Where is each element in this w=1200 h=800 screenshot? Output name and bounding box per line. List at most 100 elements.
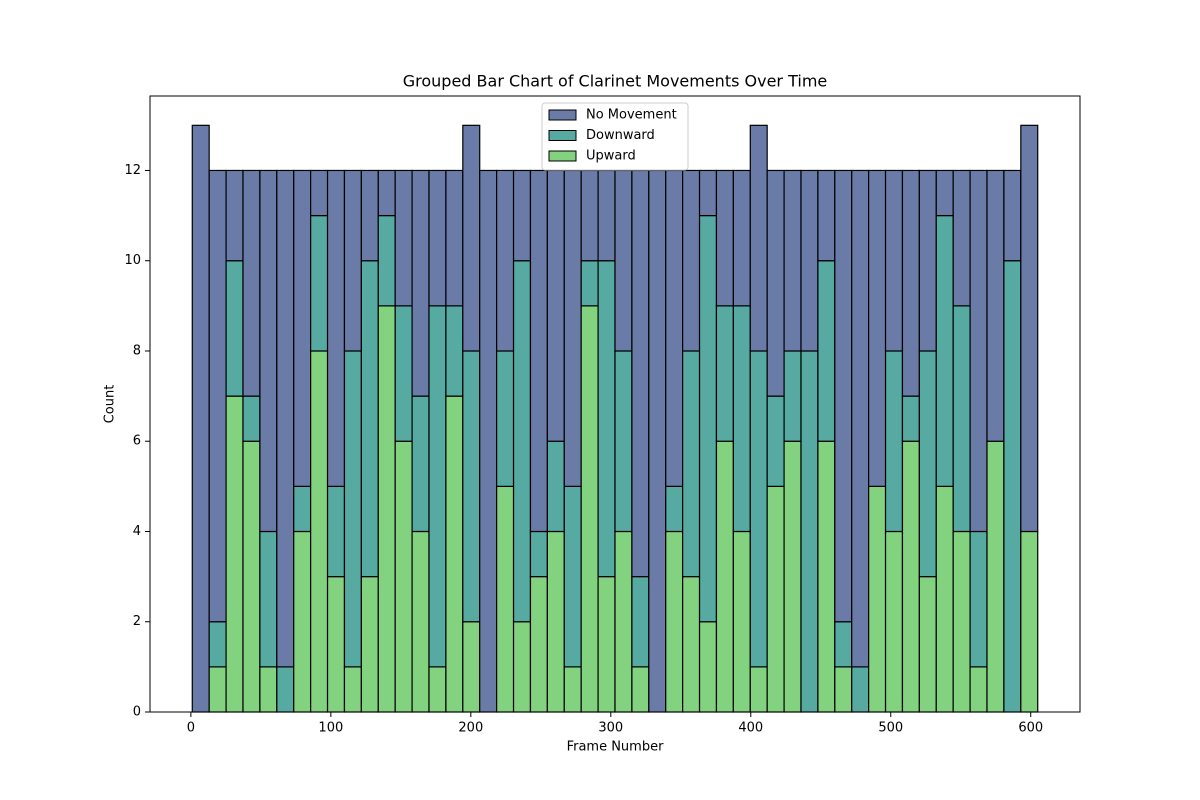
bar [665, 169, 684, 487]
bar [411, 530, 430, 713]
bar [293, 485, 312, 533]
bar [293, 169, 312, 487]
x-tick-label: 400 [738, 721, 763, 736]
bar [225, 260, 244, 397]
bar [259, 530, 278, 668]
bar [766, 485, 785, 713]
bar [834, 621, 853, 668]
bar [411, 395, 430, 533]
legend-label: No Movement [586, 108, 677, 123]
legend: No Movement Downward Upward [541, 102, 689, 171]
bar [512, 260, 532, 623]
y-tick-label: 10 [124, 253, 141, 268]
bar [597, 576, 616, 713]
bar [343, 169, 362, 352]
bar [952, 169, 971, 307]
bar [428, 305, 447, 668]
bar [310, 214, 329, 352]
bar [580, 305, 599, 713]
bar [935, 485, 954, 713]
bar [462, 621, 481, 713]
bar [242, 169, 261, 397]
bar [901, 440, 920, 713]
bar [614, 530, 633, 713]
bar [884, 169, 904, 352]
legend-swatch [548, 130, 577, 141]
plot-frame [149, 95, 1081, 713]
chart-title: Grouped Bar Chart of Clarinet Movements … [403, 72, 828, 91]
bar [868, 485, 887, 713]
bar [377, 169, 396, 217]
bar [496, 485, 515, 713]
bar [851, 169, 870, 668]
bar [783, 440, 802, 713]
bar [191, 124, 210, 713]
bar [479, 169, 498, 713]
bar [276, 666, 295, 713]
bar [225, 169, 244, 262]
bar [293, 530, 312, 713]
bar [546, 169, 565, 442]
bar [631, 169, 650, 578]
bar [614, 169, 633, 352]
bar [1020, 530, 1039, 713]
bar [766, 395, 785, 487]
bar [259, 666, 278, 713]
bar [428, 666, 447, 713]
bar [901, 395, 920, 442]
bar [631, 576, 650, 668]
bar [597, 169, 616, 262]
bar [326, 169, 346, 487]
bar [326, 576, 346, 713]
bar [310, 169, 329, 217]
bar [546, 530, 565, 713]
bar [715, 305, 734, 442]
bar [208, 621, 227, 668]
y-tick-label: 0 [133, 705, 141, 720]
x-tick-label: 200 [458, 721, 483, 736]
bar [918, 350, 937, 578]
bar [884, 530, 904, 713]
bar [969, 530, 988, 668]
x-tick-label: 600 [1018, 721, 1043, 736]
bar [360, 576, 379, 713]
bar [800, 169, 819, 352]
bar [512, 169, 532, 262]
bar [259, 169, 278, 533]
x-tick-label: 500 [878, 721, 903, 736]
bar [394, 440, 413, 713]
bar [310, 350, 329, 713]
bar [732, 530, 751, 713]
bar [800, 350, 819, 713]
bar [529, 530, 548, 578]
bar [749, 124, 768, 352]
bar [1003, 260, 1022, 713]
bar [884, 350, 904, 533]
bar [377, 214, 396, 307]
bar [732, 305, 751, 533]
legend-swatch [548, 150, 577, 162]
bar [935, 214, 954, 487]
bar [901, 169, 920, 397]
bar [360, 169, 379, 262]
bar [783, 350, 802, 442]
bar [952, 305, 971, 533]
bar [918, 169, 937, 352]
bar [597, 260, 616, 578]
bar [563, 485, 582, 668]
y-axis-label: Count [103, 385, 118, 424]
legend-label: Upward [586, 149, 636, 164]
bar [732, 169, 751, 307]
bar [377, 305, 396, 713]
bar [834, 169, 853, 623]
bar [326, 485, 346, 578]
bar [851, 666, 870, 713]
bar [462, 124, 481, 352]
bar [445, 169, 464, 307]
bar [986, 169, 1005, 442]
x-tick-label: 300 [598, 721, 623, 736]
bar [462, 350, 481, 623]
bar [360, 260, 379, 578]
bar [242, 440, 261, 713]
